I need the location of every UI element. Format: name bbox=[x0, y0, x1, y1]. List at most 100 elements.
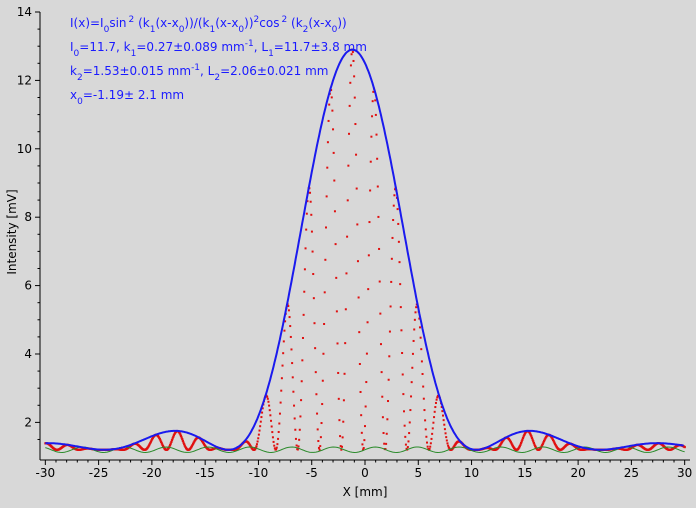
data-point bbox=[281, 364, 284, 367]
data-point bbox=[298, 428, 301, 431]
data-point bbox=[403, 410, 405, 413]
data-point bbox=[528, 432, 532, 435]
data-point bbox=[446, 442, 449, 445]
data-point bbox=[378, 280, 381, 283]
data-point bbox=[544, 437, 547, 440]
data-point bbox=[147, 444, 151, 447]
data-point bbox=[404, 435, 407, 438]
data-point bbox=[520, 442, 523, 445]
data-point bbox=[259, 425, 262, 428]
data-point bbox=[288, 316, 291, 319]
data-point bbox=[365, 352, 368, 355]
data-point bbox=[532, 440, 535, 443]
axes: -30 -25 -20 -15 -10 -5 0 5 10 15 20 25 30 2 4 6 8 10 12 14 bbox=[17, 5, 693, 480]
data-point bbox=[161, 443, 164, 446]
data-point bbox=[287, 305, 290, 308]
data-point bbox=[326, 166, 329, 169]
data-point bbox=[255, 445, 258, 448]
data-point bbox=[340, 445, 343, 448]
data-point bbox=[320, 422, 323, 425]
x-tick-label: 20 bbox=[570, 466, 585, 480]
data-point bbox=[434, 406, 437, 409]
data-point bbox=[554, 443, 557, 447]
data-point bbox=[420, 360, 423, 363]
data-point bbox=[325, 195, 328, 198]
data-point bbox=[349, 81, 352, 84]
data-point bbox=[298, 438, 301, 441]
data-point bbox=[277, 430, 280, 433]
data-point bbox=[401, 373, 404, 376]
data-point bbox=[344, 308, 347, 311]
data-point bbox=[397, 222, 400, 225]
data-point bbox=[158, 436, 161, 439]
data-point bbox=[275, 448, 278, 451]
data-point bbox=[324, 258, 327, 261]
data-point bbox=[355, 187, 358, 190]
data-point bbox=[172, 434, 176, 437]
data-point bbox=[270, 425, 273, 428]
data-point bbox=[343, 372, 346, 375]
data-point bbox=[305, 228, 308, 231]
data-point bbox=[350, 53, 353, 56]
data-point bbox=[356, 223, 359, 226]
data-point bbox=[295, 444, 298, 447]
y-tick-label: 14 bbox=[17, 5, 32, 19]
data-point bbox=[521, 436, 525, 440]
data-point bbox=[297, 445, 300, 448]
data-point bbox=[426, 441, 429, 444]
data-point bbox=[181, 439, 184, 442]
data-point bbox=[170, 439, 174, 442]
data-point bbox=[282, 340, 285, 343]
data-point bbox=[435, 398, 438, 401]
data-point bbox=[399, 306, 402, 309]
data-point bbox=[531, 438, 534, 441]
data-point bbox=[314, 371, 317, 374]
data-point bbox=[268, 404, 271, 407]
data-point bbox=[358, 331, 361, 334]
x-tick-label: 0 bbox=[361, 466, 369, 480]
data-point bbox=[169, 444, 172, 447]
data-point bbox=[386, 418, 389, 421]
data-point bbox=[310, 230, 313, 233]
fit-line bbox=[45, 48, 684, 451]
data-point bbox=[290, 348, 293, 351]
data-point bbox=[541, 442, 544, 445]
x-tick-label: -10 bbox=[249, 466, 269, 480]
data-point bbox=[172, 435, 175, 438]
data-point bbox=[413, 328, 416, 331]
x-tick-label: 15 bbox=[517, 466, 532, 480]
data-point bbox=[441, 410, 444, 413]
data-point bbox=[321, 379, 324, 382]
data-point bbox=[330, 96, 333, 99]
data-point bbox=[294, 428, 297, 431]
y-tick-label: 10 bbox=[17, 142, 32, 156]
data-point bbox=[279, 401, 282, 404]
data-point bbox=[424, 428, 427, 431]
data-point bbox=[445, 439, 448, 442]
data-point bbox=[283, 329, 286, 332]
data-point bbox=[368, 221, 371, 224]
data-point bbox=[296, 448, 299, 451]
data-point bbox=[369, 189, 372, 192]
data-point bbox=[510, 442, 513, 445]
data-point bbox=[181, 438, 184, 441]
data-point bbox=[518, 446, 521, 449]
data-point bbox=[444, 432, 447, 435]
data-point bbox=[379, 312, 382, 315]
data-point bbox=[302, 313, 305, 316]
data-point bbox=[543, 439, 546, 443]
data-point bbox=[376, 185, 379, 188]
data-point bbox=[342, 399, 345, 402]
data-point bbox=[421, 373, 424, 376]
data-point bbox=[312, 273, 315, 276]
data-point bbox=[353, 96, 356, 99]
data-point bbox=[319, 436, 322, 439]
data-point bbox=[192, 441, 195, 444]
data-point bbox=[542, 441, 545, 444]
data-point bbox=[365, 381, 368, 384]
data-point bbox=[552, 440, 555, 443]
data-point bbox=[345, 272, 348, 275]
data-point bbox=[280, 377, 283, 380]
